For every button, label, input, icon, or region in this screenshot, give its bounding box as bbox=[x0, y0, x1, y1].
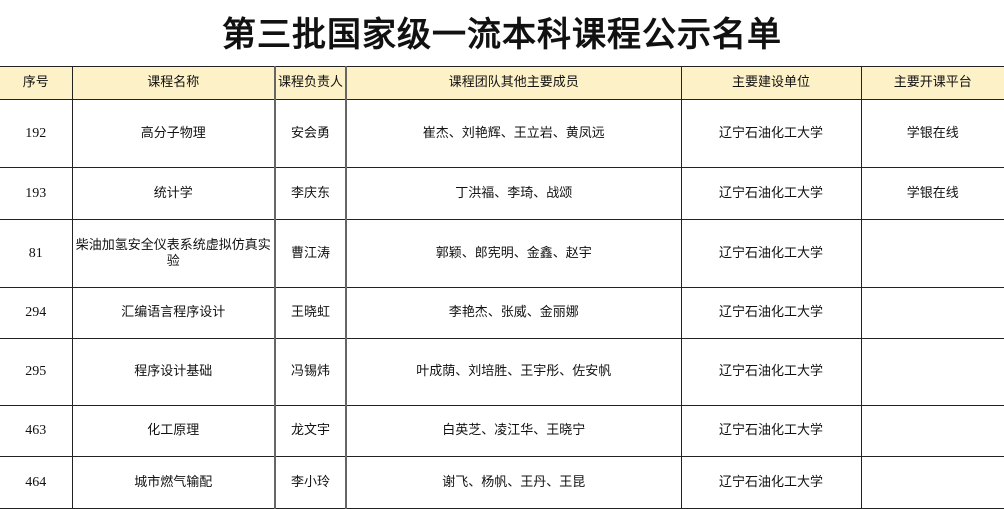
header-leader: 课程负责人 bbox=[274, 66, 347, 100]
cell-course: 化工原理 bbox=[71, 405, 276, 457]
cell-leader: 李庆东 bbox=[274, 167, 347, 220]
cell-no: 81 bbox=[0, 219, 73, 288]
cell-leader: 曹江涛 bbox=[274, 219, 347, 288]
cell-team: 谢飞、杨帆、王丹、王昆 bbox=[345, 456, 682, 509]
cell-platform: 学银在线 bbox=[860, 99, 1004, 168]
cell-unit: 辽宁石油化工大学 bbox=[680, 287, 862, 339]
cell-team: 丁洪福、李琦、战颂 bbox=[345, 167, 682, 220]
cell-platform bbox=[860, 287, 1004, 339]
table-row: 295 程序设计基础 冯锡炜 叶成荫、刘培胜、王宇彤、佐安帆 辽宁石油化工大学 bbox=[0, 338, 1004, 406]
header-unit: 主要建设单位 bbox=[680, 66, 862, 100]
page-title: 第三批国家级一流本科课程公示名单 bbox=[222, 15, 782, 55]
cell-platform: 学银在线 bbox=[860, 167, 1004, 220]
cell-unit: 辽宁石油化工大学 bbox=[680, 219, 862, 288]
table-row: 463 化工原理 龙文宇 白英芝、凌江华、王晓宁 辽宁石油化工大学 bbox=[0, 405, 1004, 457]
cell-leader: 王晓虹 bbox=[274, 287, 347, 339]
course-table: 序号 课程名称 课程负责人 课程团队其他主要成员 主要建设单位 主要开课平台 1… bbox=[0, 66, 1004, 509]
cell-leader: 冯锡炜 bbox=[274, 338, 347, 406]
cell-leader: 安会勇 bbox=[274, 99, 347, 168]
cell-leader: 龙文宇 bbox=[274, 405, 347, 457]
cell-leader: 李小玲 bbox=[274, 456, 347, 509]
cell-unit: 辽宁石油化工大学 bbox=[680, 167, 862, 220]
cell-platform bbox=[860, 338, 1004, 406]
table-row: 192 高分子物理 安会勇 崔杰、刘艳辉、王立岩、黄凤远 辽宁石油化工大学 学银在线 bbox=[0, 99, 1004, 168]
cell-unit: 辽宁石油化工大学 bbox=[680, 456, 862, 509]
cell-unit: 辽宁石油化工大学 bbox=[680, 405, 862, 457]
table-row: 81 柴油加氢安全仪表系统虚拟仿真实验 曹江涛 郭颖、郎宪明、金鑫、赵宇 辽宁石油化工大… bbox=[0, 219, 1004, 288]
cell-platform bbox=[860, 405, 1004, 457]
cell-platform bbox=[860, 456, 1004, 509]
table-row: 193 统计学 李庆东 丁洪福、李琦、战颂 辽宁石油化工大学 学银在线 bbox=[0, 167, 1004, 220]
header-no: 序号 bbox=[0, 66, 73, 100]
cell-team: 崔杰、刘艳辉、王立岩、黄凤远 bbox=[345, 99, 682, 168]
table-row: 464 城市燃气输配 李小玲 谢飞、杨帆、王丹、王昆 辽宁石油化工大学 bbox=[0, 456, 1004, 509]
cell-course: 城市燃气输配 bbox=[71, 456, 276, 509]
header-course: 课程名称 bbox=[71, 66, 276, 100]
cell-course: 程序设计基础 bbox=[71, 338, 276, 406]
cell-course: 柴油加氢安全仪表系统虚拟仿真实验 bbox=[71, 219, 276, 288]
cell-course: 高分子物理 bbox=[71, 99, 276, 168]
cell-no: 294 bbox=[0, 287, 73, 339]
cell-team: 叶成荫、刘培胜、王宇彤、佐安帆 bbox=[345, 338, 682, 406]
header-team: 课程团队其他主要成员 bbox=[345, 66, 682, 100]
cell-no: 193 bbox=[0, 167, 73, 220]
cell-platform bbox=[860, 219, 1004, 288]
header-row: 序号 课程名称 课程负责人 课程团队其他主要成员 主要建设单位 主要开课平台 bbox=[0, 66, 1004, 100]
header-platform: 主要开课平台 bbox=[860, 66, 1004, 100]
cell-unit: 辽宁石油化工大学 bbox=[680, 99, 862, 168]
cell-no: 464 bbox=[0, 456, 73, 509]
cell-course: 统计学 bbox=[71, 167, 276, 220]
cell-team: 郭颖、郎宪明、金鑫、赵宇 bbox=[345, 219, 682, 288]
cell-course: 汇编语言程序设计 bbox=[71, 287, 276, 339]
table-row: 294 汇编语言程序设计 王晓虹 李艳杰、张威、金丽娜 辽宁石油化工大学 bbox=[0, 287, 1004, 339]
cell-unit: 辽宁石油化工大学 bbox=[680, 338, 862, 406]
cell-no: 463 bbox=[0, 405, 73, 457]
cell-no: 192 bbox=[0, 99, 73, 168]
cell-team: 白英芝、凌江华、王晓宁 bbox=[345, 405, 682, 457]
cell-no: 295 bbox=[0, 338, 73, 406]
cell-team: 李艳杰、张威、金丽娜 bbox=[345, 287, 682, 339]
